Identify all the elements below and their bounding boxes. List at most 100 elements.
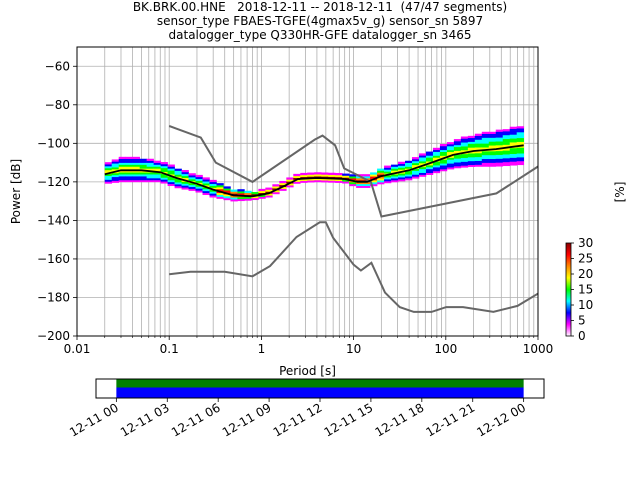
y-tick-label: −60 [45,59,70,73]
psd-cell [153,179,161,183]
psd-cell [167,164,175,167]
psd-cell [384,165,392,168]
psd-cell [453,162,462,165]
psd-cell [118,176,127,179]
psd-cell [174,178,182,181]
psd-cell [439,144,448,147]
psd-cell [321,180,329,183]
psd-cell [418,174,427,177]
psd-cell [111,178,120,181]
x-tick-label: 0.1 [160,342,179,356]
psd-cell [146,164,154,167]
psd-cell [153,164,161,167]
psd-cell [342,173,350,176]
psd-cell [174,182,182,185]
psd-cell [425,165,434,168]
psd-cell [488,152,497,156]
psd-cell [293,173,301,177]
psd-cell [495,131,504,134]
colorbar-tick-label: 10 [578,298,593,312]
psd-cell [314,179,322,183]
psd-cell [439,165,448,168]
psd-cell [502,152,511,155]
psd-cell [474,164,483,167]
psd-cell [216,188,224,192]
psd-cell [356,181,364,185]
psd-cell [502,159,511,163]
psd-cell [209,185,217,188]
psd-cell [118,164,127,167]
psd-cell [188,177,196,180]
psd-cell [474,141,483,144]
psd-cell [251,195,259,199]
psd-cell [118,160,127,163]
psd-cell [370,180,378,183]
psd-cell [495,137,504,140]
psd-cell [111,169,120,172]
psd-cell [453,148,462,151]
psd-cell [460,159,469,162]
psd-cell [111,161,120,164]
psd-cell [502,150,511,153]
psd-cell [411,176,420,179]
psd-cell [342,179,350,182]
psd-cell [398,163,406,166]
psd-cell [474,162,483,165]
psd-cell [495,150,504,154]
psd-cell [502,136,511,140]
timeline-tick-label: 12-11 12 [271,400,325,439]
psd-cell [230,189,238,192]
psd-cell [495,156,504,159]
psd-cell [446,149,455,153]
psd-cell [223,194,231,197]
psd-cell [516,135,525,139]
psd-cell [321,174,329,177]
psd-cell [425,155,434,158]
psd-cell [453,142,462,146]
psd-cell [446,145,455,149]
psd-cell [181,175,189,178]
psd-cell [509,153,518,156]
psd-cell [377,172,385,175]
psd-cell [293,181,301,184]
timeline-coverage-bottom [116,387,524,398]
psd-cell [125,156,133,160]
psd-cell [453,150,462,153]
psd-cell [467,147,476,150]
psd-cell [516,149,525,152]
psd-cell [481,158,490,161]
psd-cell [167,166,175,169]
psd-cell [460,144,469,147]
psd-cell [118,166,127,169]
psd-cell [125,166,133,169]
psd-cell [279,188,287,191]
psd-cell [516,162,525,166]
psd-cell [488,133,497,136]
psd-cell [349,178,357,181]
psd-cell [502,154,511,157]
psd-cell [139,170,147,173]
psd-cell [139,162,147,165]
psd-cell [391,170,399,173]
psd-cell [209,195,217,198]
psd-cell [209,179,217,183]
psd-cell [132,162,140,165]
psd-cell [265,193,273,196]
psd-cell [384,175,392,178]
psd-cell [411,164,420,168]
psd-cell [516,155,525,158]
psd-cell [125,176,133,179]
psd-cell [209,189,217,192]
psd-cell [335,172,343,176]
psd-cell [202,179,210,182]
psd-cell [160,175,168,178]
psd-cell [258,194,266,197]
psd-cell [481,164,490,167]
psd-cell [188,184,196,188]
psd-cell [146,174,154,177]
psd-cell [502,163,511,167]
psd-cell [146,160,154,163]
noise-model-high [168,125,538,218]
psd-cell [481,135,490,138]
psd-cell [398,165,406,168]
